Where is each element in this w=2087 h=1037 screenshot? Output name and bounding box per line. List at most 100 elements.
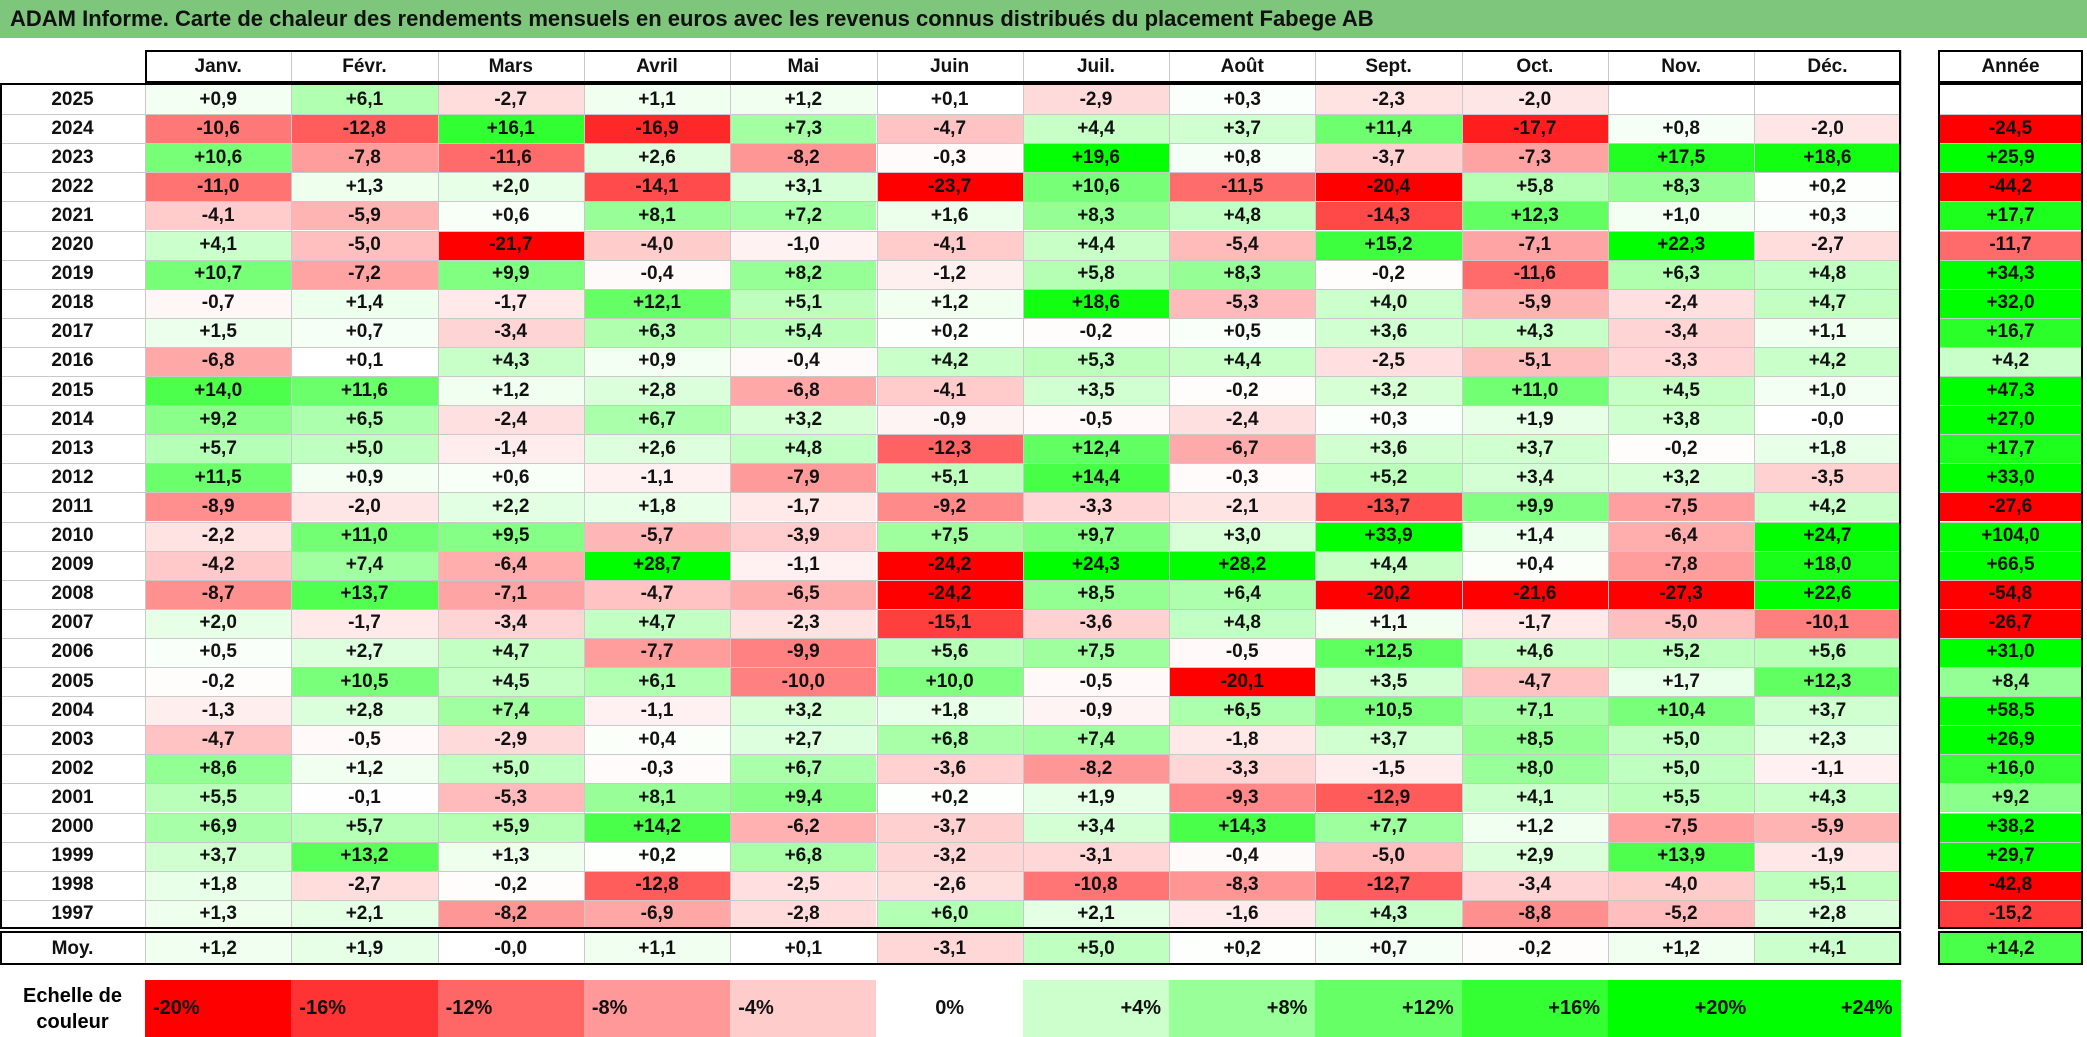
grid-line [1938, 608, 2083, 610]
column-header: Avril [636, 55, 678, 77]
heatmap-cell: -4,7 [1461, 667, 1608, 697]
heatmap-cell: +6,8 [730, 841, 877, 871]
heatmap-cell: -5,4 [1169, 230, 1316, 260]
heatmap-cell: -16,9 [583, 114, 731, 144]
heatmap-cell: -1,8 [1169, 725, 1316, 755]
scale-swatch: +20% [1608, 980, 1755, 1037]
heatmap-cell: -5,0 [1608, 608, 1755, 638]
heatmap-cell: +5,1 [876, 463, 1023, 493]
chart-title: ADAM Informe. Carte de chaleur des rende… [10, 6, 1374, 31]
heatmap-cell: +10,6 [145, 143, 292, 173]
heatmap-cell: +11,0 [1461, 376, 1608, 406]
year-label: 2023 [51, 146, 94, 168]
heatmap-cell: +1,0 [1608, 201, 1755, 231]
heatmap-cell: -14,3 [1315, 201, 1462, 231]
heatmap-cell: +6,7 [583, 405, 731, 435]
heatmap-cell: -7,2 [291, 259, 438, 289]
annual-cell: +27,0 [1938, 405, 2083, 435]
heatmap-cell: +4,1 [145, 230, 292, 260]
heatmap-cell: -27,3 [1608, 579, 1755, 609]
column-header: Janv. [194, 55, 242, 77]
heatmap-cell: +5,0 [1608, 725, 1755, 755]
year-label: 2015 [51, 379, 94, 401]
heatmap-cell: +10,4 [1608, 696, 1755, 726]
grid-line [583, 50, 585, 929]
heatmap-cell: +22,6 [1754, 579, 1901, 609]
grid-line [876, 933, 878, 965]
heatmap-cell: -14,1 [583, 172, 731, 202]
heatmap-cell: +9,9 [1461, 492, 1608, 522]
heatmap-cell: +0,2 [1754, 172, 1901, 202]
heatmap-cell: +6,5 [1169, 696, 1316, 726]
heatmap-cell: +4,2 [1754, 492, 1901, 522]
heatmap-cell: +6,4 [1169, 579, 1316, 609]
heatmap-cell: +8,3 [1022, 201, 1170, 231]
grid-line [1938, 550, 2083, 552]
grid-line [0, 608, 1901, 610]
heatmap-cell: -11,5 [1169, 172, 1316, 202]
heatmap-cell: -0,9 [1022, 696, 1170, 726]
heatmap-cell: -3,4 [1608, 317, 1755, 347]
heatmap-cell: -11,0 [145, 172, 292, 202]
heatmap-cell: +1,8 [583, 492, 731, 522]
heatmap-cell: +3,7 [1754, 696, 1901, 726]
heatmap-cell: +5,8 [1022, 259, 1170, 289]
grid-line [1900, 50, 1902, 929]
heatmap-cell: -12,8 [291, 114, 438, 144]
heatmap-cell: -5,9 [291, 201, 438, 231]
heatmap-cell: -4,0 [583, 230, 731, 260]
heatmap-cell: -10,6 [145, 114, 292, 144]
grid-line [1608, 933, 1609, 965]
heatmap-cell: +4,2 [1754, 346, 1901, 376]
heatmap-cell: +2,1 [1022, 899, 1170, 929]
heatmap-cell: -24,2 [876, 550, 1023, 580]
grid-line [0, 288, 1901, 290]
heatmap-cell: +24,3 [1022, 550, 1170, 580]
heatmap-cell: -3,4 [437, 608, 584, 638]
heatmap-cell: +18,0 [1754, 550, 1901, 580]
heatmap-cell: +6,7 [730, 754, 877, 784]
scale-swatch: +12% [1315, 980, 1462, 1037]
heatmap-cell: -0,2 [437, 870, 584, 900]
year-label: 2012 [51, 466, 94, 488]
heatmap-cell: +10,5 [1315, 696, 1462, 726]
grid-line [1461, 50, 1463, 929]
heatmap-cell: -21,7 [437, 230, 584, 260]
heatmap-cell: +1,7 [1608, 667, 1755, 697]
heatmap-cell: -0,5 [1022, 667, 1170, 697]
heatmap-cell [1754, 85, 1901, 115]
heatmap-cell: +3,7 [145, 841, 292, 871]
heatmap-cell: +1,2 [437, 376, 584, 406]
heatmap-cell: +12,5 [1315, 637, 1462, 667]
heatmap-cell: +3,5 [1315, 667, 1462, 697]
heatmap-cell: +18,6 [1754, 143, 1901, 173]
year-label: 2016 [51, 350, 94, 372]
year-label: 2017 [51, 321, 94, 343]
grid-line [0, 899, 1901, 901]
heatmap-cell: +1,8 [145, 870, 292, 900]
year-label: 2010 [51, 525, 94, 547]
heatmap-cell: -8,9 [145, 492, 292, 522]
heatmap-cell: +1,8 [1754, 434, 1901, 464]
grid-line [1938, 288, 2083, 290]
heatmap-cell: +6,8 [876, 725, 1023, 755]
grid-line [0, 172, 1901, 174]
heatmap-cell: +4,7 [583, 608, 731, 638]
heatmap-cell: +9,5 [437, 521, 584, 551]
heatmap-cell: +1,4 [1461, 521, 1608, 551]
grid-line [145, 933, 146, 965]
heatmap-cell: +1,1 [1315, 608, 1462, 638]
heatmap-cell: +8,2 [730, 259, 877, 289]
heatmap-cell: -8,2 [1022, 754, 1170, 784]
heatmap-cell: -20,1 [1169, 667, 1316, 697]
annual-cell: +8,4 [1938, 667, 2083, 697]
grid-line [0, 463, 1901, 465]
grid-line [291, 933, 293, 965]
heatmap-cell: +2,6 [583, 434, 731, 464]
heatmap-cell: +5,7 [145, 434, 292, 464]
heatmap-cell: -3,7 [876, 812, 1023, 842]
heatmap-cell: +8,5 [1022, 579, 1170, 609]
heatmap-cell: +4,3 [1315, 899, 1462, 929]
average-cell: +1,2 [145, 933, 292, 965]
grid-line [1938, 725, 2083, 727]
